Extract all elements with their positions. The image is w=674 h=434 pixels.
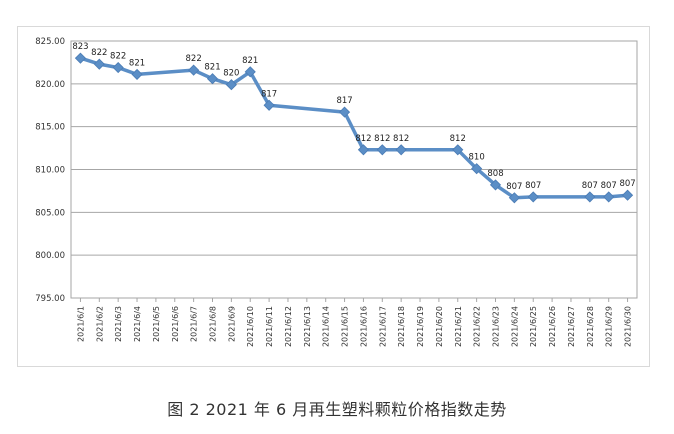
x-tick-label: 2021/6/17 bbox=[378, 306, 387, 347]
x-tick-label: 2021/6/11 bbox=[265, 306, 274, 347]
x-tick-label: 2021/6/15 bbox=[341, 306, 350, 347]
data-point bbox=[471, 163, 483, 175]
data-label: 807 bbox=[582, 181, 598, 191]
x-tick-label: 2021/6/2 bbox=[95, 306, 104, 342]
data-label: 821 bbox=[242, 56, 258, 66]
plot-area bbox=[70, 40, 638, 299]
x-tick-label: 2021/6/9 bbox=[227, 306, 236, 342]
data-point bbox=[188, 64, 200, 76]
y-tick-label: 815.00 bbox=[35, 123, 65, 133]
data-label: 821 bbox=[129, 58, 145, 68]
data-point bbox=[93, 58, 105, 70]
data-point bbox=[225, 79, 237, 91]
x-tick-label: 2021/6/29 bbox=[605, 306, 614, 347]
x-tick-label: 2021/6/21 bbox=[454, 306, 463, 347]
data-point bbox=[508, 192, 520, 204]
data-point bbox=[263, 99, 275, 111]
data-point bbox=[395, 144, 407, 156]
x-tick-label: 2021/6/1 bbox=[76, 306, 85, 342]
data-point bbox=[376, 144, 388, 156]
x-tick-label: 2021/6/28 bbox=[586, 306, 595, 347]
data-label: 812 bbox=[450, 134, 466, 144]
x-tick-label: 2021/6/30 bbox=[624, 306, 633, 347]
y-tick-label: 805.00 bbox=[35, 208, 65, 218]
x-tick-label: 2021/6/26 bbox=[548, 306, 557, 347]
x-tick-label: 2021/6/10 bbox=[246, 306, 255, 347]
chart-frame: 825.00 820.00 815.00 810.00 805.00 800.00 795.… bbox=[17, 26, 650, 367]
data-point bbox=[622, 189, 634, 201]
y-tick-label: 825.00 bbox=[35, 37, 65, 47]
data-label: 817 bbox=[261, 89, 277, 99]
data-label: 822 bbox=[186, 54, 202, 64]
x-tick-label: 2021/6/12 bbox=[284, 306, 293, 347]
line-chart: 825.00 820.00 815.00 810.00 805.00 800.00 795.… bbox=[35, 37, 638, 347]
x-tick-label: 2021/6/27 bbox=[567, 306, 576, 347]
data-point bbox=[527, 191, 539, 203]
data-point bbox=[244, 66, 256, 78]
data-label: 817 bbox=[336, 96, 352, 106]
y-tick-label: 810.00 bbox=[35, 166, 65, 176]
data-label: 807 bbox=[601, 181, 617, 191]
data-label: 823 bbox=[72, 42, 88, 52]
x-tick-label: 2021/6/23 bbox=[492, 306, 501, 347]
data-label: 822 bbox=[110, 52, 126, 62]
series-line bbox=[78, 56, 630, 200]
x-tick-label: 2021/6/18 bbox=[397, 306, 406, 347]
data-label: 807 bbox=[525, 181, 541, 191]
x-tick-label: 2021/6/20 bbox=[435, 306, 444, 347]
data-label: 812 bbox=[393, 134, 409, 144]
x-tick-label: 2021/6/22 bbox=[473, 306, 482, 347]
data-label: 812 bbox=[355, 134, 371, 144]
x-tick-label: 2021/6/24 bbox=[510, 306, 519, 347]
x-tick-label: 2021/6/7 bbox=[190, 306, 199, 342]
x-tick-label: 2021/6/3 bbox=[114, 306, 123, 342]
data-label: 820 bbox=[223, 69, 239, 79]
figure-caption: 图 2 2021 年 6 月再生塑料颗粒价格指数走势 bbox=[167, 400, 507, 419]
data-point bbox=[603, 191, 615, 203]
x-tick-label: 2021/6/13 bbox=[303, 306, 312, 347]
x-tick-label: 2021/6/5 bbox=[152, 306, 161, 342]
x-tick-label: 2021/6/8 bbox=[209, 306, 218, 342]
data-point bbox=[584, 191, 596, 203]
x-tick-label: 2021/6/14 bbox=[322, 306, 331, 347]
data-label: 822 bbox=[91, 48, 107, 58]
x-tick-label: 2021/6/16 bbox=[359, 306, 368, 347]
data-label: 821 bbox=[204, 63, 220, 73]
x-tick-label: 2021/6/4 bbox=[133, 306, 142, 342]
data-label: 808 bbox=[487, 169, 503, 179]
data-point bbox=[489, 179, 502, 191]
x-tick-label: 2021/6/6 bbox=[171, 306, 180, 342]
data-point bbox=[74, 52, 86, 64]
y-tick-label: 795.00 bbox=[35, 294, 65, 304]
x-tick-label: 2021/6/19 bbox=[416, 306, 425, 347]
data-point bbox=[206, 73, 219, 85]
data-point bbox=[339, 106, 351, 118]
data-point bbox=[357, 144, 369, 156]
data-label: 807 bbox=[506, 182, 522, 192]
data-label: 810 bbox=[469, 153, 485, 163]
data-point bbox=[131, 68, 143, 80]
data-point bbox=[452, 144, 464, 156]
data-point bbox=[112, 61, 124, 74]
y-tick-label: 800.00 bbox=[35, 251, 65, 261]
data-label: 807 bbox=[619, 179, 635, 189]
x-tick-label: 2021/6/25 bbox=[529, 306, 538, 347]
y-tick-label: 820.00 bbox=[35, 80, 65, 90]
data-label: 812 bbox=[374, 134, 390, 144]
